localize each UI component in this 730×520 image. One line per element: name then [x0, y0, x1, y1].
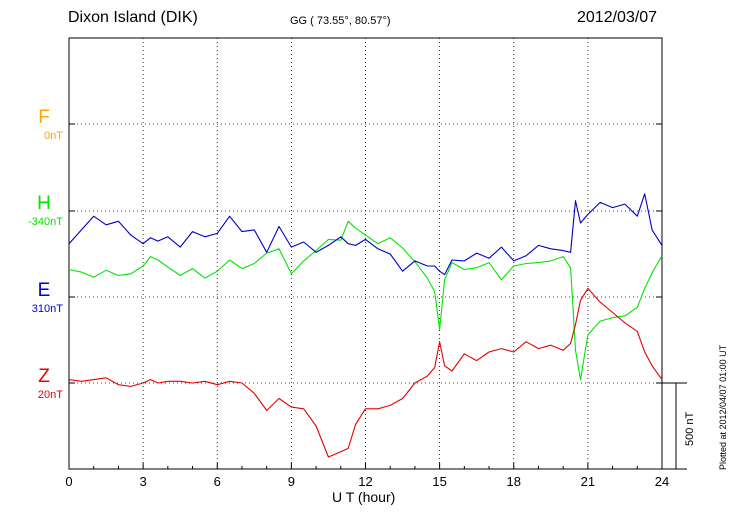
x-tick-label: 24	[655, 474, 669, 489]
plot-date: 2012/03/07	[577, 9, 658, 26]
x-tick-label: 15	[432, 474, 446, 489]
series-e-line	[68, 193, 663, 276]
channel-z-letter: Z	[38, 366, 50, 387]
channel-f-base-label: 0nT	[44, 130, 63, 142]
scale-bar: 500 nT	[662, 382, 696, 470]
x-axis-label: U T (hour)	[332, 489, 396, 505]
x-tick-label: 21	[581, 474, 595, 489]
geographic-coordinates: GG ( 73.55°, 80.57°)	[290, 15, 391, 27]
x-tick-label: 0	[65, 474, 72, 489]
chart-grid	[69, 38, 662, 469]
x-tick-label: 3	[140, 474, 147, 489]
scale-bar-label: 500 nT	[684, 411, 696, 446]
channel-f-letter: F	[38, 107, 50, 128]
series-z-line	[68, 287, 663, 458]
channel-z-base-label: 20nT	[37, 389, 63, 401]
channel-e-base-label: 310nT	[31, 303, 63, 315]
x-tick-label: 6	[214, 474, 221, 489]
station-title: Dixon Island (DIK)	[68, 9, 198, 26]
x-tick-label: 18	[507, 474, 521, 489]
x-tick-label: 12	[358, 474, 372, 489]
series-h-line	[68, 220, 663, 381]
channel-h-letter: H	[37, 193, 51, 214]
x-tick-label: 9	[288, 474, 295, 489]
series-layer	[68, 193, 663, 458]
plotted-timestamp: Plotted at 2012/04/07 01:00 UT	[718, 344, 728, 470]
channel-e-letter: E	[37, 280, 51, 301]
x-axis-ticks: 0 3 6 9 12 15 18 21 24	[65, 463, 669, 489]
channel-h-base-label: -340nT	[28, 216, 63, 228]
